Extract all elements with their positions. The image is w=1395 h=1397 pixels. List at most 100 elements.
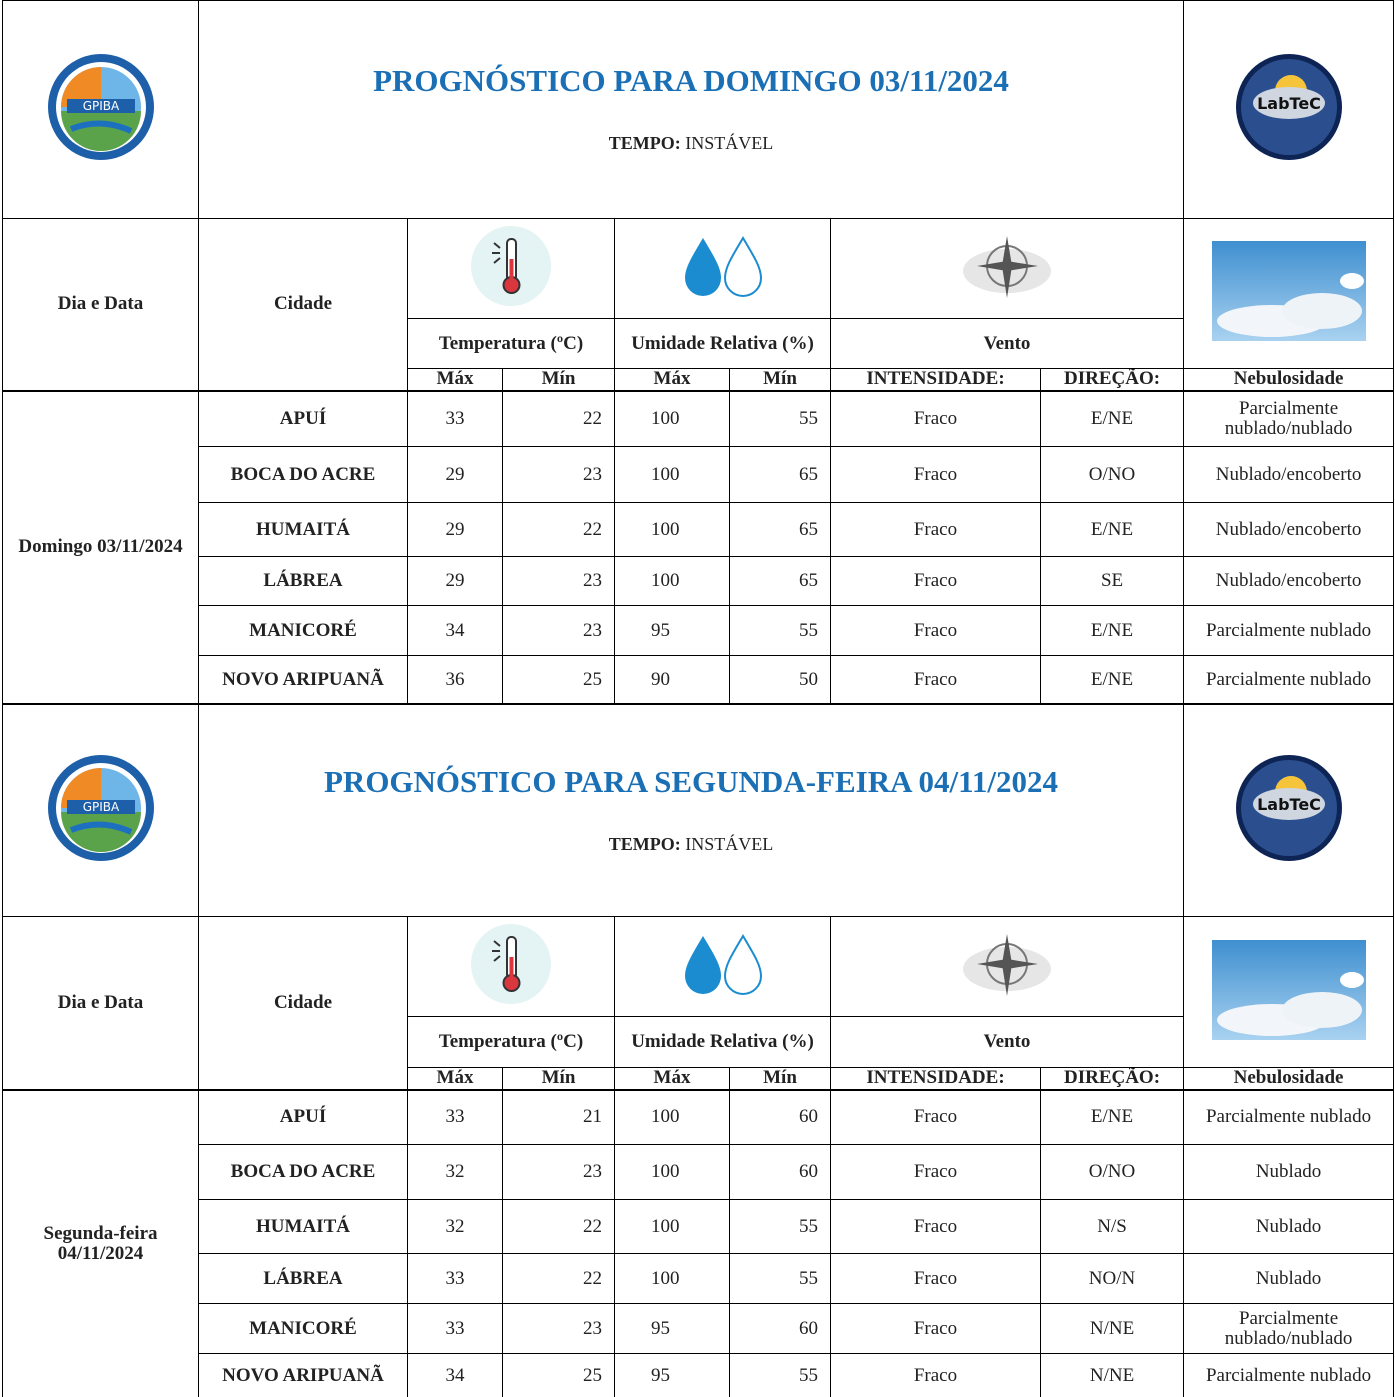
value-cell: Fraco [831, 1254, 1041, 1304]
text: 32 [446, 1216, 465, 1237]
compass-icon [962, 226, 1052, 306]
text: Fraco [914, 1106, 957, 1127]
value-cell: 23 [503, 557, 615, 606]
column-header: Umidade Relativa (%) [615, 319, 831, 369]
text: 95 [651, 1365, 670, 1386]
logo-cell: GPIBA [3, 1, 199, 219]
value-cell: 100 [615, 391, 730, 447]
text: 29 [446, 464, 465, 485]
value-cell: 29 [408, 503, 503, 557]
text: 32 [446, 1161, 465, 1182]
sub-header: Máx [615, 369, 730, 391]
text: 50 [799, 669, 818, 690]
value-cell: 95 [615, 1354, 730, 1397]
text: 100 [651, 1161, 680, 1182]
logo-text: LabTeC [1257, 94, 1321, 113]
text: BOCA DO ACRE [231, 1161, 376, 1182]
value-cell: E/NE [1041, 1090, 1184, 1145]
text: Nublado [1256, 1268, 1321, 1289]
text: O/NO [1089, 464, 1135, 485]
weather-label: TEMPO: [609, 834, 681, 854]
text: Nebulosidade [1234, 1068, 1344, 1089]
gpiba-logo: GPIBA [45, 51, 157, 163]
text: 95 [651, 1318, 670, 1339]
drops-icon [681, 234, 765, 298]
text: Fraco [914, 669, 957, 690]
value-cell: N/NE [1041, 1304, 1184, 1354]
value-cell: O/NO [1041, 447, 1184, 503]
text: Mín [763, 369, 797, 390]
text: 21 [583, 1106, 602, 1127]
value-cell: 60 [730, 1304, 831, 1354]
column-header: Dia e Data [3, 917, 199, 1090]
text: 100 [651, 519, 680, 540]
text: 60 [799, 1318, 818, 1339]
thermometer-icon [470, 923, 552, 1005]
value-cell: Fraco [831, 1090, 1041, 1145]
logo-text: LabTeC [1257, 795, 1321, 814]
text: Fraco [914, 519, 957, 540]
text: LÁBREA [263, 570, 342, 591]
value-cell: 33 [408, 1090, 503, 1145]
text: 29 [446, 570, 465, 591]
value-cell: Parcialmente nublado [1184, 606, 1394, 656]
text: Fraco [914, 1365, 957, 1386]
value-cell: 65 [730, 503, 831, 557]
logo-text: GPIBA [82, 800, 119, 814]
value-cell: 33 [408, 391, 503, 447]
value-cell: E/NE [1041, 503, 1184, 557]
column-header: Temperatura (ºC) [408, 1017, 615, 1068]
value-cell: Nublado/encoberto [1184, 503, 1394, 557]
value-cell: 22 [503, 1200, 615, 1254]
value-cell: Fraco [831, 447, 1041, 503]
city-cell: LÁBREA [199, 557, 408, 606]
value-cell: Fraco [831, 391, 1041, 447]
text: APUÍ [280, 408, 326, 429]
icon-cell [408, 219, 615, 319]
page: GPIBA PROGNÓSTICO PARA DOMINGO 03/11/2024… [0, 0, 1395, 1397]
sub-header: DIREÇÃO: [1041, 1068, 1184, 1090]
text: HUMAITÁ [256, 519, 350, 540]
text: 23 [583, 1318, 602, 1339]
column-header: Temperatura (ºC) [408, 319, 615, 369]
text: 65 [799, 519, 818, 540]
column-header: Cidade [199, 917, 408, 1090]
value-cell: Fraco [831, 503, 1041, 557]
text: NO/N [1089, 1268, 1135, 1289]
value-cell: Nublado [1184, 1254, 1394, 1304]
text: 95 [651, 620, 670, 641]
sub-header: Nebulosidade [1184, 369, 1394, 391]
text: Máx [437, 1068, 474, 1089]
value-cell: 34 [408, 1354, 503, 1397]
text: 55 [799, 1216, 818, 1237]
text: DIREÇÃO: [1064, 1068, 1160, 1089]
text: Umidade Relativa (%) [631, 333, 814, 354]
labtec-logo: LabTeC [1233, 51, 1345, 163]
value-cell: 23 [503, 1145, 615, 1200]
text: Dia e Data [58, 293, 143, 314]
value-cell: 50 [730, 656, 831, 704]
text: Segunda-feira 04/11/2024 [44, 1223, 158, 1264]
icon-cell [615, 917, 831, 1017]
value-cell: Nublado [1184, 1200, 1394, 1254]
value-cell: 22 [503, 391, 615, 447]
value-cell: 60 [730, 1090, 831, 1145]
text: Vento [984, 1031, 1031, 1052]
text: SE [1101, 570, 1123, 591]
value-cell: 100 [615, 1145, 730, 1200]
column-header: Cidade [199, 219, 408, 391]
text: 100 [651, 1106, 680, 1127]
value-cell: 100 [615, 1200, 730, 1254]
value-cell: N/S [1041, 1200, 1184, 1254]
text: APUÍ [280, 1106, 326, 1127]
text: Mín [542, 369, 576, 390]
labtec-logo: LabTeC [1233, 752, 1345, 864]
value-cell: 25 [503, 1354, 615, 1397]
sub-header: Mín [730, 369, 831, 391]
text: E/NE [1091, 669, 1133, 690]
value-cell: 23 [503, 606, 615, 656]
text: 23 [583, 570, 602, 591]
value-cell: 55 [730, 391, 831, 447]
value-cell: 95 [615, 606, 730, 656]
